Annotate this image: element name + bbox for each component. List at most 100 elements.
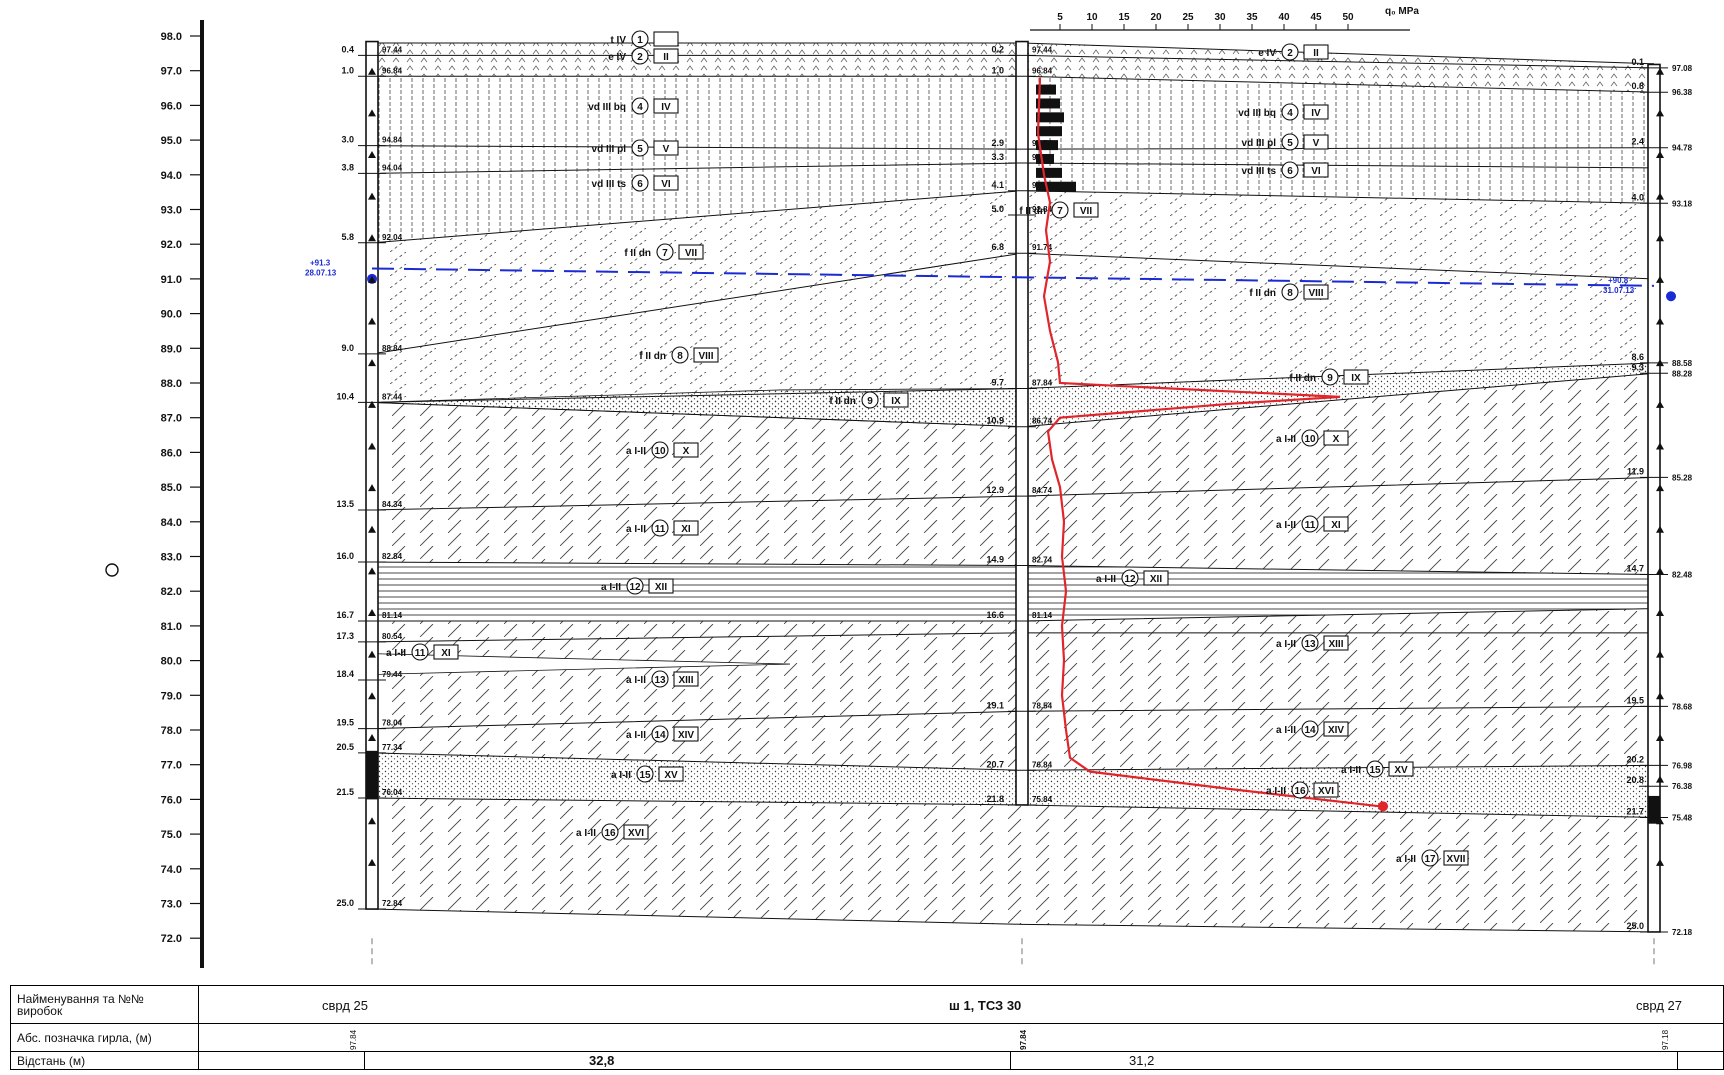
ige-label: XIII (1328, 639, 1343, 650)
axis-label: 85.0 (161, 482, 182, 494)
elev-label: 84.34 (382, 500, 403, 509)
axis-label: 78.0 (161, 725, 182, 737)
axis-label: 87.0 (161, 413, 182, 425)
layer-geo: a I-II (1341, 765, 1361, 776)
sample-triangle (1656, 359, 1664, 367)
layer-number-circle (631, 139, 649, 157)
elev-label: 76.04 (382, 788, 403, 797)
depth-label: 0.4 (341, 44, 354, 54)
depth-label: 1.0 (341, 65, 354, 75)
layer-number-circle (626, 577, 644, 595)
ige-box (1343, 369, 1369, 385)
layer-number: 15 (639, 770, 651, 781)
layer-number-circle (1121, 569, 1139, 587)
layer-geo: vd III pl (1242, 138, 1277, 149)
elev-label: 81.14 (382, 611, 403, 620)
ige-box (673, 520, 699, 536)
elev-label: 91.74 (1032, 243, 1053, 252)
ige-label: IX (1351, 373, 1361, 384)
layer-geo: f II dn (829, 396, 856, 407)
axis-label: 86.0 (161, 447, 182, 459)
gw-date-left: 28.07.13 (305, 268, 337, 277)
depth-label: 0.1 (1631, 57, 1644, 67)
depth-label: 9.0 (341, 343, 354, 353)
sample-triangle (368, 275, 376, 283)
sample-triangle (1656, 192, 1664, 200)
elev-label: 76.98 (1672, 761, 1693, 770)
cpt-tick-label: 45 (1310, 12, 1322, 23)
ige-label: II (1313, 48, 1319, 59)
layer-number: 11 (415, 648, 426, 659)
geological-section: 98.097.096.095.094.093.092.091.090.089.0… (105, 6, 1693, 968)
elev-label: 86.74 (1032, 417, 1053, 426)
ige-box (653, 48, 679, 64)
elev-label: 77.34 (382, 743, 403, 752)
depth-label: 3.0 (341, 135, 354, 145)
ige-box (1303, 162, 1329, 178)
cpt-tick-label: 15 (1118, 12, 1130, 23)
ige-label: IV (1311, 108, 1321, 119)
layer-geo: a I-II (626, 446, 646, 457)
elev-label: 72.18 (1672, 928, 1693, 937)
hole-fill (366, 750, 378, 800)
layer-number-circle (651, 725, 669, 743)
elev-label: 97.44 (382, 45, 403, 54)
layer-fill (372, 477, 1654, 575)
ige-label: XII (655, 582, 667, 593)
layer-geo: f II dn (1249, 288, 1276, 299)
layer-number-circle (631, 97, 649, 115)
layer-number-circle (651, 519, 669, 537)
elev-label: 76.38 (1672, 782, 1693, 791)
layer-label: a I-II 14 XIV (626, 725, 699, 743)
layer-label: vd III bq 4 IV (1238, 103, 1329, 121)
depth-label: 16.0 (336, 551, 354, 561)
ige-label: XI (681, 524, 691, 535)
ige-box (1073, 202, 1099, 218)
ige-label: VI (661, 179, 671, 190)
sample-triangle (1656, 609, 1664, 617)
ige-box (883, 392, 909, 408)
sample-triangle (368, 442, 376, 450)
elev-label: 78.04 (382, 719, 403, 728)
ige-box (673, 442, 699, 458)
cpt-tick-label: 25 (1182, 12, 1194, 23)
axis-label: 93.0 (161, 205, 182, 217)
ige-box (678, 244, 704, 260)
layer-number: 7 (1057, 206, 1063, 217)
layer-geo: f II dn (639, 351, 666, 362)
ige-box (1303, 284, 1329, 300)
cpt-unit: q₀ MPa (1385, 6, 1419, 17)
sample-triangle (368, 67, 376, 75)
cpt-bar (1036, 167, 1062, 178)
sample-triangle (1656, 525, 1664, 533)
sample-triangle (1656, 567, 1664, 575)
depth-label: 20.7 (986, 759, 1004, 769)
row-distance-cell: 32,8 31,2 (198, 1051, 1724, 1070)
layer-geo: a I-II (1276, 434, 1296, 445)
gw-level-right: +90.8 (1608, 276, 1629, 285)
depth-label: 17.3 (336, 631, 354, 641)
layer-geo: f II dn (624, 248, 651, 259)
layer-fill (372, 562, 1654, 622)
layer-number: 10 (1304, 434, 1316, 445)
layer-number-circle (1421, 849, 1439, 867)
axis-label: 77.0 (161, 760, 182, 772)
layer-number: 4 (637, 102, 643, 113)
layer-label: a I-II 17 XVII (1396, 849, 1469, 867)
layer-number-circle (1301, 429, 1319, 447)
ige-label: XI (1331, 520, 1341, 531)
ige-box (1323, 635, 1349, 651)
layer-fill (372, 253, 1654, 403)
elev-label: 78.68 (1672, 702, 1693, 711)
layer-number-circle (671, 346, 689, 364)
sample-triangle (1656, 692, 1664, 700)
hole-fill (1648, 795, 1660, 824)
layer-number-circle (1291, 781, 1309, 799)
sample-triangle (368, 775, 376, 783)
ige-label: XV (1394, 765, 1408, 776)
axis-label: 79.0 (161, 690, 182, 702)
layer-fill (372, 163, 1654, 243)
elev-label: 72.84 (382, 899, 403, 908)
layer-geo: a I-II (1266, 786, 1286, 797)
